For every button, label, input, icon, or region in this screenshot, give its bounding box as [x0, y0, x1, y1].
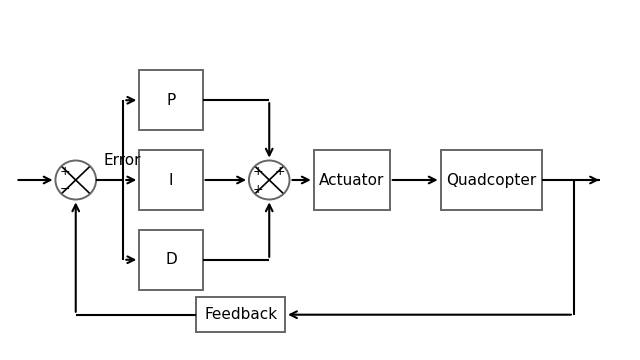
Text: −: −: [60, 183, 70, 196]
Bar: [139, 70, 203, 130]
Bar: [139, 150, 203, 210]
Bar: [196, 297, 285, 332]
Text: Error: Error: [104, 153, 141, 168]
Text: I: I: [169, 172, 173, 188]
Text: +: +: [275, 165, 285, 178]
Bar: [314, 150, 390, 210]
Text: P: P: [166, 93, 175, 108]
Text: Actuator: Actuator: [319, 172, 385, 188]
Text: Feedback: Feedback: [204, 307, 277, 322]
Text: +: +: [253, 165, 264, 178]
Text: Quadcopter: Quadcopter: [446, 172, 536, 188]
Text: D: D: [165, 252, 177, 267]
Text: +: +: [60, 165, 70, 178]
Text: +: +: [253, 183, 264, 196]
Bar: [139, 230, 203, 290]
Ellipse shape: [56, 161, 96, 199]
Bar: [440, 150, 542, 210]
Ellipse shape: [249, 161, 289, 199]
